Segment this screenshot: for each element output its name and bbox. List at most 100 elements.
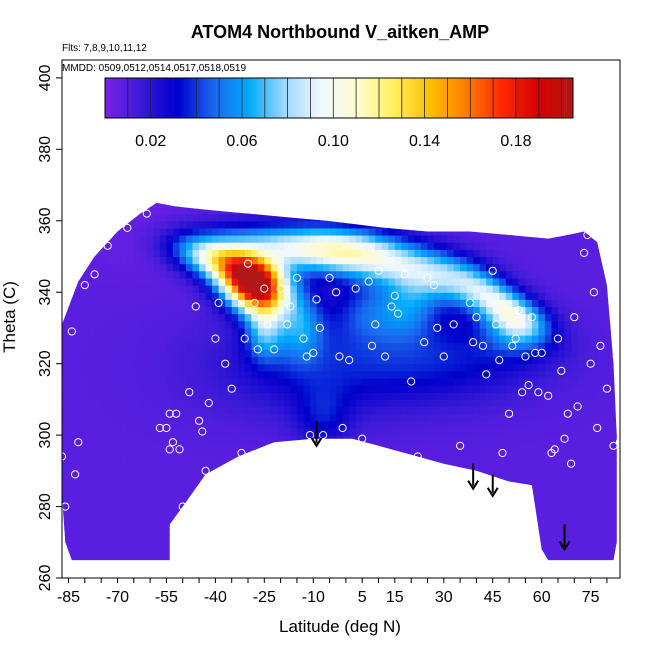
heatmap-cell [62, 277, 70, 286]
heatmap-cell [342, 213, 350, 222]
heatmap-cell [518, 349, 526, 358]
heatmap-cell [355, 556, 363, 561]
heatmap-cell [238, 435, 246, 443]
heatmap-cell [257, 213, 265, 222]
heatmap-cell [108, 192, 115, 200]
heatmap-cell [101, 564, 108, 572]
heatmap-cell [179, 385, 187, 393]
heatmap-cell [479, 277, 487, 286]
colorbar-swatch [163, 78, 167, 118]
heatmap-cell [264, 435, 272, 443]
heatmap-cell [381, 335, 389, 343]
heatmap-cell [492, 335, 500, 343]
heatmap-cell [107, 313, 115, 322]
heatmap-cell [212, 263, 220, 272]
observation-point [524, 381, 533, 390]
heatmap-cell [114, 413, 122, 422]
heatmap-cell [192, 249, 200, 257]
heatmap-cell [571, 249, 579, 257]
heatmap-cell [538, 499, 546, 508]
heatmap-cell [316, 342, 324, 350]
heatmap-cell [499, 377, 507, 386]
heatmap-cell [244, 370, 252, 379]
heatmap-cell [199, 206, 207, 215]
heatmap-cell [146, 313, 154, 322]
heatmap-cell [218, 470, 226, 479]
heatmap-cell [316, 449, 324, 458]
heatmap-cell [499, 549, 507, 558]
heatmap-cell [401, 277, 409, 286]
heatmap-cell [303, 292, 311, 300]
heatmap-cell [440, 520, 448, 529]
heatmap-cell [212, 235, 220, 243]
heatmap-cell [342, 499, 350, 508]
heatmap-cell [388, 528, 396, 536]
observation-point [168, 438, 177, 447]
heatmap-cell [107, 506, 115, 515]
heatmap-cell [394, 285, 402, 293]
heatmap-cell [597, 470, 605, 479]
heatmap-cell [290, 520, 298, 529]
heatmap-cell [146, 299, 154, 308]
heatmap-cell [323, 549, 331, 558]
heatmap-cell [440, 456, 448, 465]
heatmap-cell [447, 442, 455, 450]
heatmap-cell [466, 449, 474, 458]
heatmap-cell [355, 449, 363, 458]
heatmap-cell [120, 535, 128, 543]
heatmap-cell [81, 442, 89, 450]
heatmap-cell [610, 499, 617, 508]
heatmap-cell [94, 249, 102, 257]
heatmap-cell [94, 499, 102, 508]
colorbar-swatch [493, 78, 497, 118]
heatmap-cell [544, 313, 552, 322]
heatmap-cell [558, 385, 566, 393]
heatmap-cell [512, 349, 520, 358]
heatmap-cell [107, 392, 115, 400]
heatmap-cell [486, 313, 494, 322]
heatmap-cell [453, 270, 461, 279]
heatmap-cell [518, 420, 526, 429]
heatmap-cell [434, 227, 442, 236]
heatmap-cell [264, 327, 272, 336]
heatmap-cell [323, 327, 331, 336]
heatmap-cell [551, 428, 559, 436]
heatmap-cell [499, 478, 507, 486]
heatmap-cell [492, 399, 500, 408]
heatmap-cell [473, 564, 480, 572]
heatmap-cell [133, 549, 141, 558]
heatmap-cell [414, 313, 422, 322]
dates-annotation: MMDD: 0509,0512,0514,0517,0518,0519 [62, 63, 246, 74]
heatmap-cell [388, 478, 396, 486]
colorbar-swatch [523, 78, 527, 118]
heatmap-cell [244, 313, 252, 322]
heatmap-cell [238, 442, 246, 450]
heatmap-cell [133, 492, 141, 500]
heatmap-cell [479, 392, 487, 400]
heatmap-cell [401, 385, 409, 393]
heatmap-cell [512, 528, 520, 536]
heatmap-cell [590, 206, 598, 215]
heatmap-cell [584, 242, 592, 250]
colorbar-swatch [196, 78, 199, 118]
colorbar-swatch [568, 78, 572, 118]
heatmap-cell [120, 449, 128, 458]
heatmap-cell [368, 342, 376, 350]
heatmap-cell [603, 520, 611, 529]
heatmap-cell [486, 342, 494, 350]
observation-point [583, 230, 592, 240]
heatmap-cell [362, 399, 370, 408]
heatmap-cell [349, 492, 357, 500]
heatmap-cell [434, 556, 442, 561]
heatmap-cell [512, 299, 520, 308]
heatmap-cell [303, 435, 311, 443]
heatmap-cell [192, 435, 200, 443]
colorbar-swatch [456, 78, 459, 118]
heatmap-cell [512, 192, 519, 200]
heatmap-cell [218, 392, 226, 400]
heatmap-cell [231, 277, 239, 286]
heatmap-cell [368, 392, 376, 400]
heatmap-cell [590, 356, 598, 365]
heatmap-cell [453, 556, 461, 561]
heatmap-cell [127, 285, 135, 293]
